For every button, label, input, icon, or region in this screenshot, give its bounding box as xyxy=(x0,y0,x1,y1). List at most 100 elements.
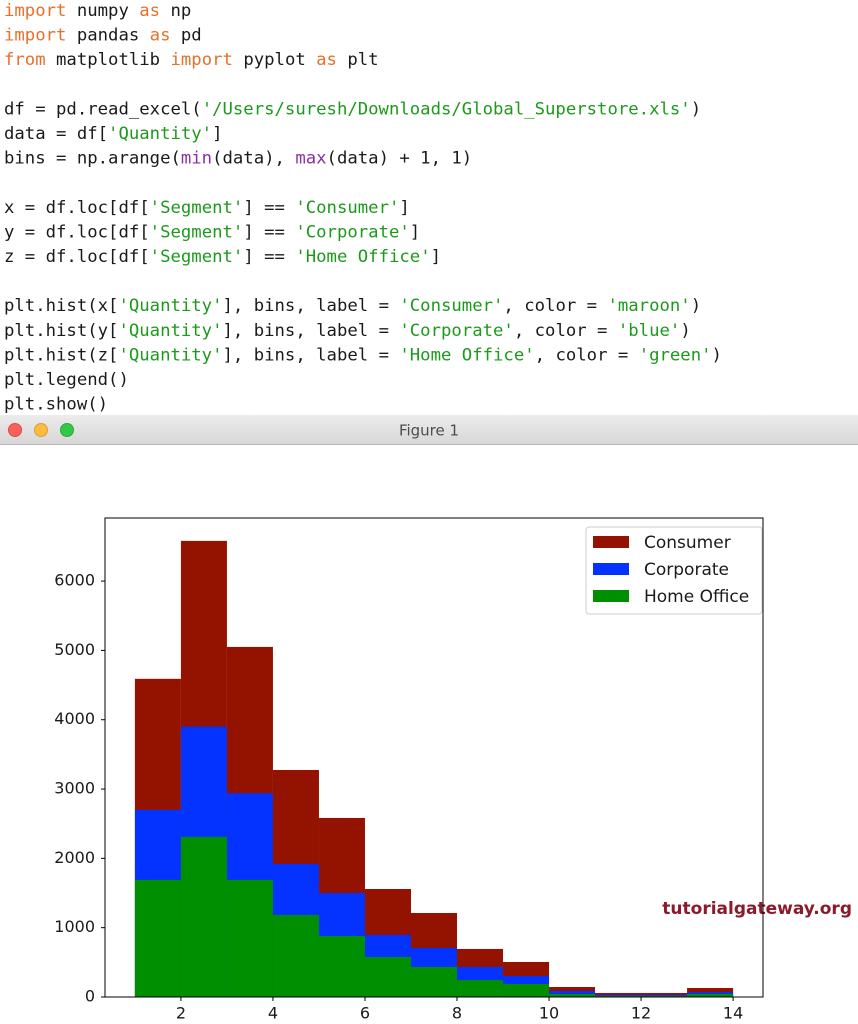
code-token: plt.hist(y[ xyxy=(4,321,118,341)
legend-label: Corporate xyxy=(644,560,729,580)
histogram-bar xyxy=(549,994,596,997)
code-token: ] xyxy=(399,198,409,218)
code-token: 'Quantity' xyxy=(118,296,222,316)
x-tick-label: 6 xyxy=(360,1004,370,1023)
code-token: 'Consumer' xyxy=(295,198,399,218)
editor xyxy=(0,0,858,415)
code-token: x = df.loc[df[ xyxy=(4,198,150,218)
code-token: 'Home Office' xyxy=(295,247,430,267)
histogram-bar xyxy=(226,879,273,997)
code-line: y = df.loc[df['Segment'] == 'Corporate'] xyxy=(4,222,420,242)
code-token: 'Quantity' xyxy=(118,321,222,341)
legend-label: Home Office xyxy=(644,587,749,607)
code-token: as xyxy=(139,1,160,21)
code-token: from xyxy=(4,50,46,70)
histogram-bar xyxy=(272,914,319,997)
code-token: max xyxy=(295,149,326,169)
legend-label: Consumer xyxy=(644,533,731,553)
code-token: 'Segment' xyxy=(150,247,244,267)
code-line: from matplotlib import pyplot as plt xyxy=(4,50,379,70)
histogram-bar xyxy=(410,966,458,997)
legend-swatch xyxy=(593,563,629,575)
zoom-button[interactable] xyxy=(60,423,74,437)
code-token: min xyxy=(181,149,212,169)
legend-box xyxy=(585,526,763,615)
code-token: plt xyxy=(337,50,379,70)
axes-frame xyxy=(104,517,764,998)
code-line: data = df['Quantity'] xyxy=(4,124,223,144)
y-tick-label: 1000 xyxy=(54,917,95,936)
code-token: import xyxy=(4,26,66,46)
code-token: 'Home Office' xyxy=(399,345,534,365)
watermark: tutorialgateway.org xyxy=(662,899,852,919)
y-tick-label: 3000 xyxy=(54,779,95,798)
histogram-bar xyxy=(687,994,734,997)
minimize-button[interactable] xyxy=(34,423,48,437)
code-line: bins = np.arange(min(data), max(data) + … xyxy=(4,149,472,169)
legend-swatch xyxy=(593,590,629,602)
code-token: plt.hist(x[ xyxy=(4,296,118,316)
code-line: import pandas as pd xyxy=(4,26,202,46)
x-tick-label: 8 xyxy=(452,1004,462,1023)
code-token: ) xyxy=(680,321,690,341)
code-token: (data) + 1, 1) xyxy=(327,149,473,169)
code-token: import xyxy=(4,1,66,21)
code-token: , color = xyxy=(535,345,639,365)
code-token: data = df[ xyxy=(4,124,108,144)
x-tick-label: 4 xyxy=(268,1004,278,1023)
close-button[interactable] xyxy=(8,423,22,437)
code-token: ] xyxy=(410,222,420,242)
x-tick-label: 14 xyxy=(723,1004,743,1023)
code-token: , color = xyxy=(503,296,607,316)
code-line: plt.legend() xyxy=(4,370,129,390)
code-line: z = df.loc[df['Segment'] == 'Home Office… xyxy=(4,247,441,267)
code-token: ] xyxy=(212,124,222,144)
code-token: 'green' xyxy=(639,345,712,365)
code-token: ], bins, label = xyxy=(223,321,400,341)
code-line: import numpy as np xyxy=(4,1,191,21)
code-token: 'Corporate' xyxy=(399,321,513,341)
y-tick-label: 4000 xyxy=(54,709,95,728)
code-token: np xyxy=(160,1,191,21)
code-token: matplotlib xyxy=(46,50,171,70)
code-token: 'maroon' xyxy=(607,296,690,316)
window-title: Figure 1 xyxy=(399,422,459,440)
legend-swatch xyxy=(593,536,629,548)
code-token: ], bins, label = xyxy=(223,296,400,316)
code-token: 'blue' xyxy=(618,321,680,341)
code-token: bins = np.arange( xyxy=(4,149,181,169)
code-token: 'Consumer' xyxy=(399,296,503,316)
y-tick-label: 5000 xyxy=(54,640,95,659)
code-token: pyplot xyxy=(233,50,316,70)
code-token: ) xyxy=(712,345,722,365)
code-token: ] == xyxy=(243,247,295,267)
code-token: ) xyxy=(691,99,701,119)
code-token: ) xyxy=(691,296,701,316)
code-token: plt.show() xyxy=(4,395,108,415)
code-token: as xyxy=(316,50,337,70)
code-token: import xyxy=(170,50,232,70)
code-token: ] xyxy=(431,247,441,267)
code-line: plt.hist(z['Quantity'], bins, label = 'H… xyxy=(4,345,722,365)
code-token: plt.legend() xyxy=(4,370,129,390)
code-token: 'Segment' xyxy=(150,198,244,218)
code-token: numpy xyxy=(66,1,139,21)
code-line: df = pd.read_excel('/Users/suresh/Downlo… xyxy=(4,99,701,119)
histogram-bar xyxy=(549,990,596,997)
code-token: (data), xyxy=(212,149,295,169)
histogram-bar xyxy=(364,957,411,997)
histogram-bar xyxy=(503,983,550,997)
code-line: plt.hist(x['Quantity'], bins, label = 'C… xyxy=(4,296,701,316)
histogram-bar xyxy=(457,980,504,997)
histogram-bar xyxy=(318,935,365,997)
code-token: z = df.loc[df[ xyxy=(4,247,150,267)
y-tick-label: 0 xyxy=(85,987,95,1006)
code-line: x = df.loc[df['Segment'] == 'Consumer'] xyxy=(4,198,410,218)
code-token: ], bins, label = xyxy=(223,345,400,365)
code-token: 'Corporate' xyxy=(295,222,409,242)
code-line: plt.hist(y['Quantity'], bins, label = 'C… xyxy=(4,321,691,341)
code-token: '/Users/suresh/Downloads/Global_Supersto… xyxy=(202,99,691,119)
y-tick-label: 2000 xyxy=(54,848,95,867)
code-line: plt.show() xyxy=(4,395,108,415)
